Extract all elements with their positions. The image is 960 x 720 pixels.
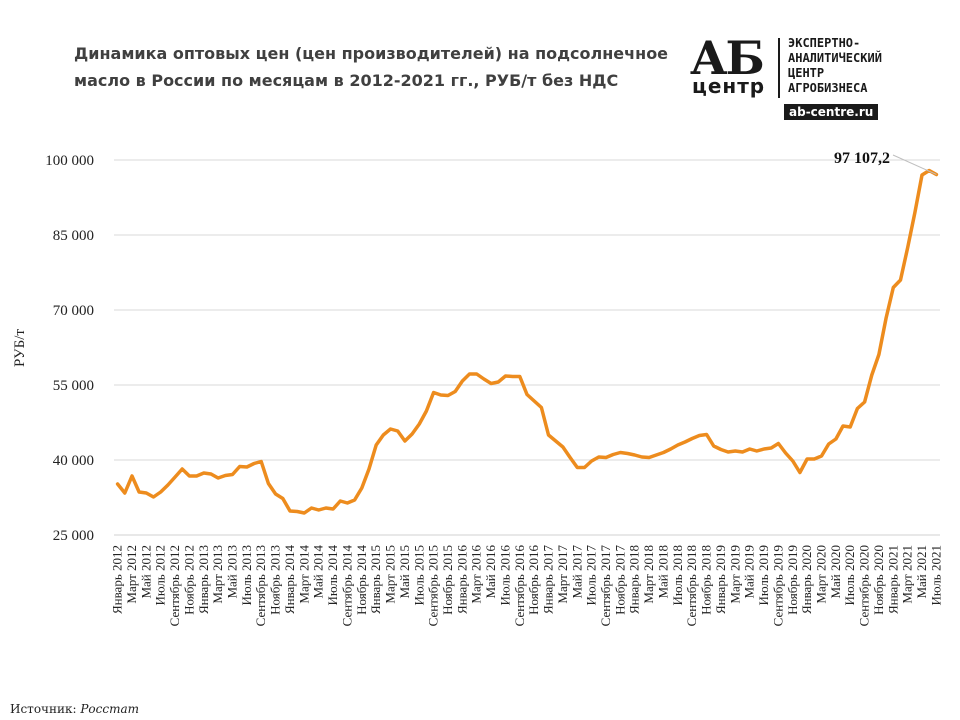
x-tick-label: Июль 2013 bbox=[239, 545, 254, 605]
x-tick-label: Сентябрь 2016 bbox=[512, 545, 527, 627]
y-tick-label: 70 000 bbox=[53, 303, 94, 319]
logo-center: центр bbox=[692, 74, 766, 98]
source-note: Источник: Росстат bbox=[10, 702, 139, 716]
x-tick-label: Май 2021 bbox=[914, 545, 929, 599]
x-tick-label: Июль 2016 bbox=[497, 545, 512, 606]
x-tick-label: Июль 2012 bbox=[153, 545, 168, 605]
x-tick-label: Март 2017 bbox=[555, 545, 570, 604]
annotation-label: 97 107,2 bbox=[834, 150, 890, 167]
y-tick-label: 100 000 bbox=[45, 153, 94, 169]
x-tick-label: Май 2014 bbox=[311, 545, 326, 599]
logo-ab: АБ bbox=[690, 31, 765, 85]
x-tick-label: Ноябрь 2020 bbox=[871, 545, 886, 615]
x-tick-label: Январь 2019 bbox=[713, 545, 728, 614]
x-tick-label: Ноябрь 2014 bbox=[354, 545, 369, 615]
x-tick-label: Сентябрь 2020 bbox=[857, 545, 872, 626]
y-tick-label: 40 000 bbox=[53, 453, 94, 469]
x-tick-label: Ноябрь 2015 bbox=[440, 545, 455, 615]
x-tick-label: Январь 2018 bbox=[627, 545, 642, 614]
x-tick-label: Январь 2012 bbox=[110, 545, 125, 614]
x-tick-label: Сентябрь 2013 bbox=[253, 545, 268, 626]
x-tick-label: Март 2021 bbox=[900, 545, 915, 604]
x-tick-label: Сентябрь 2014 bbox=[339, 545, 354, 627]
y-tick-label: 85 000 bbox=[53, 228, 94, 244]
x-tick-label: Ноябрь 2018 bbox=[699, 545, 714, 615]
x-tick-label: Март 2020 bbox=[813, 545, 828, 604]
x-tick-label: Март 2016 bbox=[469, 545, 484, 604]
x-tick-label: Май 2013 bbox=[225, 545, 240, 599]
x-tick-label: Сентябрь 2015 bbox=[426, 545, 441, 626]
x-tick-label: Март 2012 bbox=[124, 545, 139, 604]
source-value: Росстат bbox=[80, 702, 140, 716]
ab-centre-logo: АБ центр ЭКСПЕРТНО- АНАЛИТИЧЕСКИЙ ЦЕНТР … bbox=[690, 34, 940, 124]
x-tick-label: Март 2018 bbox=[641, 545, 656, 604]
x-tick-label: Май 2019 bbox=[742, 545, 757, 599]
x-tick-label: Март 2014 bbox=[296, 545, 311, 604]
logo-divider bbox=[778, 38, 780, 98]
x-tick-label: Март 2019 bbox=[727, 545, 742, 604]
x-tick-label: Январь 2014 bbox=[282, 545, 297, 615]
annotation-leader bbox=[892, 154, 937, 175]
x-tick-label: Май 2012 bbox=[138, 545, 153, 599]
x-tick-label: Январь 2015 bbox=[368, 545, 383, 614]
x-tick-label: Июль 2017 bbox=[584, 545, 599, 606]
x-tick-label: Май 2016 bbox=[483, 545, 498, 599]
x-tick-label: Ноябрь 2016 bbox=[526, 545, 541, 615]
y-axis-label: РУБ/т bbox=[12, 329, 28, 367]
x-tick-label: Сентябрь 2019 bbox=[770, 545, 785, 626]
x-tick-label: Март 2015 bbox=[383, 545, 398, 604]
y-tick-label: 25 000 bbox=[53, 528, 94, 544]
x-tick-label: Июль 2021 bbox=[928, 545, 943, 605]
x-tick-label: Январь 2016 bbox=[454, 545, 469, 615]
x-tick-label: Май 2017 bbox=[569, 545, 584, 599]
x-tick-label: Март 2013 bbox=[210, 545, 225, 604]
x-tick-label: Ноябрь 2017 bbox=[612, 545, 627, 615]
source-label: Источник: bbox=[10, 702, 77, 716]
chart-title: Динамика оптовых цен (цен производителей… bbox=[74, 44, 669, 90]
logo-text: ЭКСПЕРТНО- АНАЛИТИЧЕСКИЙ ЦЕНТР АГРОБИЗНЕ… bbox=[788, 36, 882, 95]
x-tick-label: Сентябрь 2012 bbox=[167, 545, 182, 626]
price-series-line bbox=[115, 168, 939, 515]
x-tick-label: Сентябрь 2018 bbox=[684, 545, 699, 626]
x-tick-label: Май 2015 bbox=[397, 545, 412, 599]
x-tick-label: Ноябрь 2012 bbox=[181, 545, 196, 615]
x-tick-label: Июль 2014 bbox=[325, 545, 340, 606]
x-tick-label: Ноябрь 2013 bbox=[268, 545, 283, 615]
x-tick-label: Май 2020 bbox=[828, 545, 843, 599]
x-tick-label: Январь 2021 bbox=[885, 545, 900, 614]
line-chart: 25 000 40 000 55 000 70 000 85 000 100 000 РУБ… bbox=[12, 150, 943, 627]
x-tick-label: Сентябрь 2017 bbox=[598, 545, 613, 627]
x-tick-label: Ноябрь 2019 bbox=[785, 545, 800, 615]
y-tick-label: 55 000 bbox=[53, 378, 94, 394]
x-tick-label: Январь 2020 bbox=[799, 545, 814, 614]
x-tick-label: Май 2018 bbox=[655, 545, 670, 599]
x-tick-label: Январь 2017 bbox=[541, 545, 556, 615]
x-tick-label: Январь 2013 bbox=[196, 545, 211, 614]
x-tick-label: Июль 2019 bbox=[756, 545, 771, 605]
logo-url: ab-centre.ru bbox=[784, 104, 879, 120]
x-tick-label: Июль 2015 bbox=[411, 545, 426, 605]
x-tick-label: Июль 2020 bbox=[842, 545, 857, 605]
x-tick-label: Июль 2018 bbox=[670, 545, 685, 605]
